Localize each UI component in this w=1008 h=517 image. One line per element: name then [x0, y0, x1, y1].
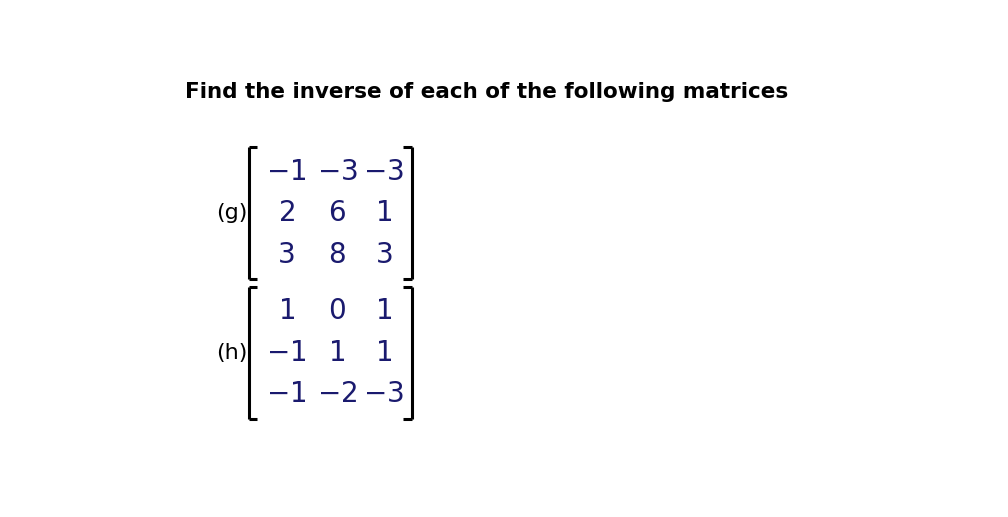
Text: $1$: $1$ — [375, 200, 392, 227]
Text: $1$: $1$ — [277, 297, 294, 325]
Text: $1$: $1$ — [375, 339, 392, 367]
Text: $2$: $2$ — [278, 200, 294, 227]
Text: $-3$: $-3$ — [364, 158, 404, 186]
Text: $1$: $1$ — [329, 339, 346, 367]
Text: $-1$: $-1$ — [266, 158, 306, 186]
Text: $-2$: $-2$ — [317, 381, 357, 408]
Text: $8$: $8$ — [328, 241, 346, 269]
Text: $6$: $6$ — [328, 200, 346, 227]
Text: Find the inverse of each of the following matrices: Find the inverse of each of the followin… — [184, 82, 788, 102]
Text: $-3$: $-3$ — [364, 381, 404, 408]
Text: (g): (g) — [216, 203, 247, 223]
Text: $0$: $0$ — [328, 297, 346, 325]
Text: $-1$: $-1$ — [266, 381, 306, 408]
Text: $3$: $3$ — [277, 241, 295, 269]
Text: $1$: $1$ — [375, 297, 392, 325]
Text: $3$: $3$ — [375, 241, 392, 269]
Text: $-1$: $-1$ — [266, 339, 306, 367]
Text: (h): (h) — [216, 343, 247, 362]
Text: $-3$: $-3$ — [317, 158, 357, 186]
